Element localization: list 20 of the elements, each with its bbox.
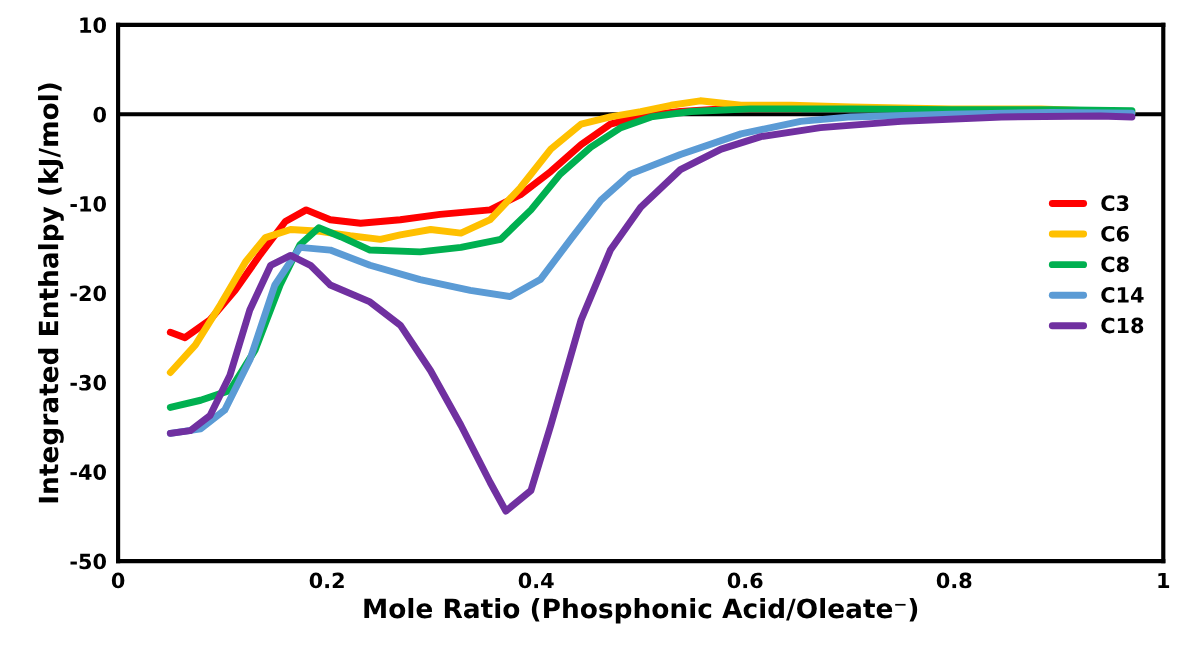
legend-label: C14 xyxy=(1101,287,1144,303)
x-tick-label: 1 xyxy=(1158,572,1170,589)
x-tick-label: 0.4 xyxy=(518,572,554,589)
x-tick-label: 0 xyxy=(111,572,125,589)
x-axis-title: Mole Ratio (Phosphonic Acid/Oleate⁻) xyxy=(364,597,918,624)
y-tick-label: -40 xyxy=(70,464,106,480)
y-tick-label: 10 xyxy=(80,17,106,34)
y-tick-label: -50 xyxy=(70,553,106,570)
y-axis-title: Integrated Enthalpy (kJ/mol) xyxy=(38,83,64,503)
legend-label: C3 xyxy=(1101,195,1129,212)
x-tick-label: 0.8 xyxy=(936,572,972,589)
legend-label: C18 xyxy=(1101,317,1144,334)
y-tick-label: -30 xyxy=(70,374,106,391)
legend-label: C8 xyxy=(1101,256,1129,273)
legend-label: C6 xyxy=(1101,225,1129,242)
x-tick-label: 0.6 xyxy=(727,572,763,589)
x-tick-label: 0.2 xyxy=(309,572,344,589)
y-tick-label: -10 xyxy=(70,196,106,212)
y-tick-label: 0 xyxy=(93,106,106,123)
y-tick-label: -20 xyxy=(70,285,106,302)
